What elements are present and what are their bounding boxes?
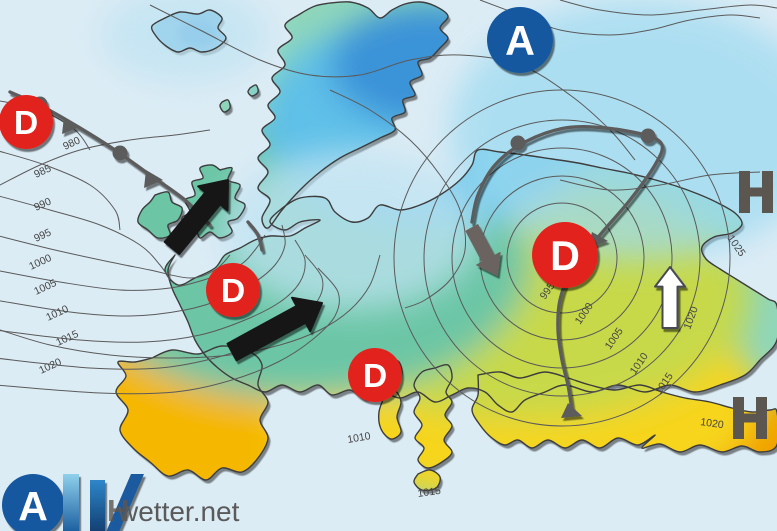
svg-text:D: D [221, 272, 245, 310]
svg-text:D: D [550, 233, 580, 279]
svg-text:A: A [18, 483, 48, 529]
svg-text:wetter.net: wetter.net [117, 496, 240, 527]
svg-text:D: D [363, 357, 387, 395]
svg-text:D: D [14, 104, 38, 142]
svg-text:A: A [505, 18, 535, 64]
